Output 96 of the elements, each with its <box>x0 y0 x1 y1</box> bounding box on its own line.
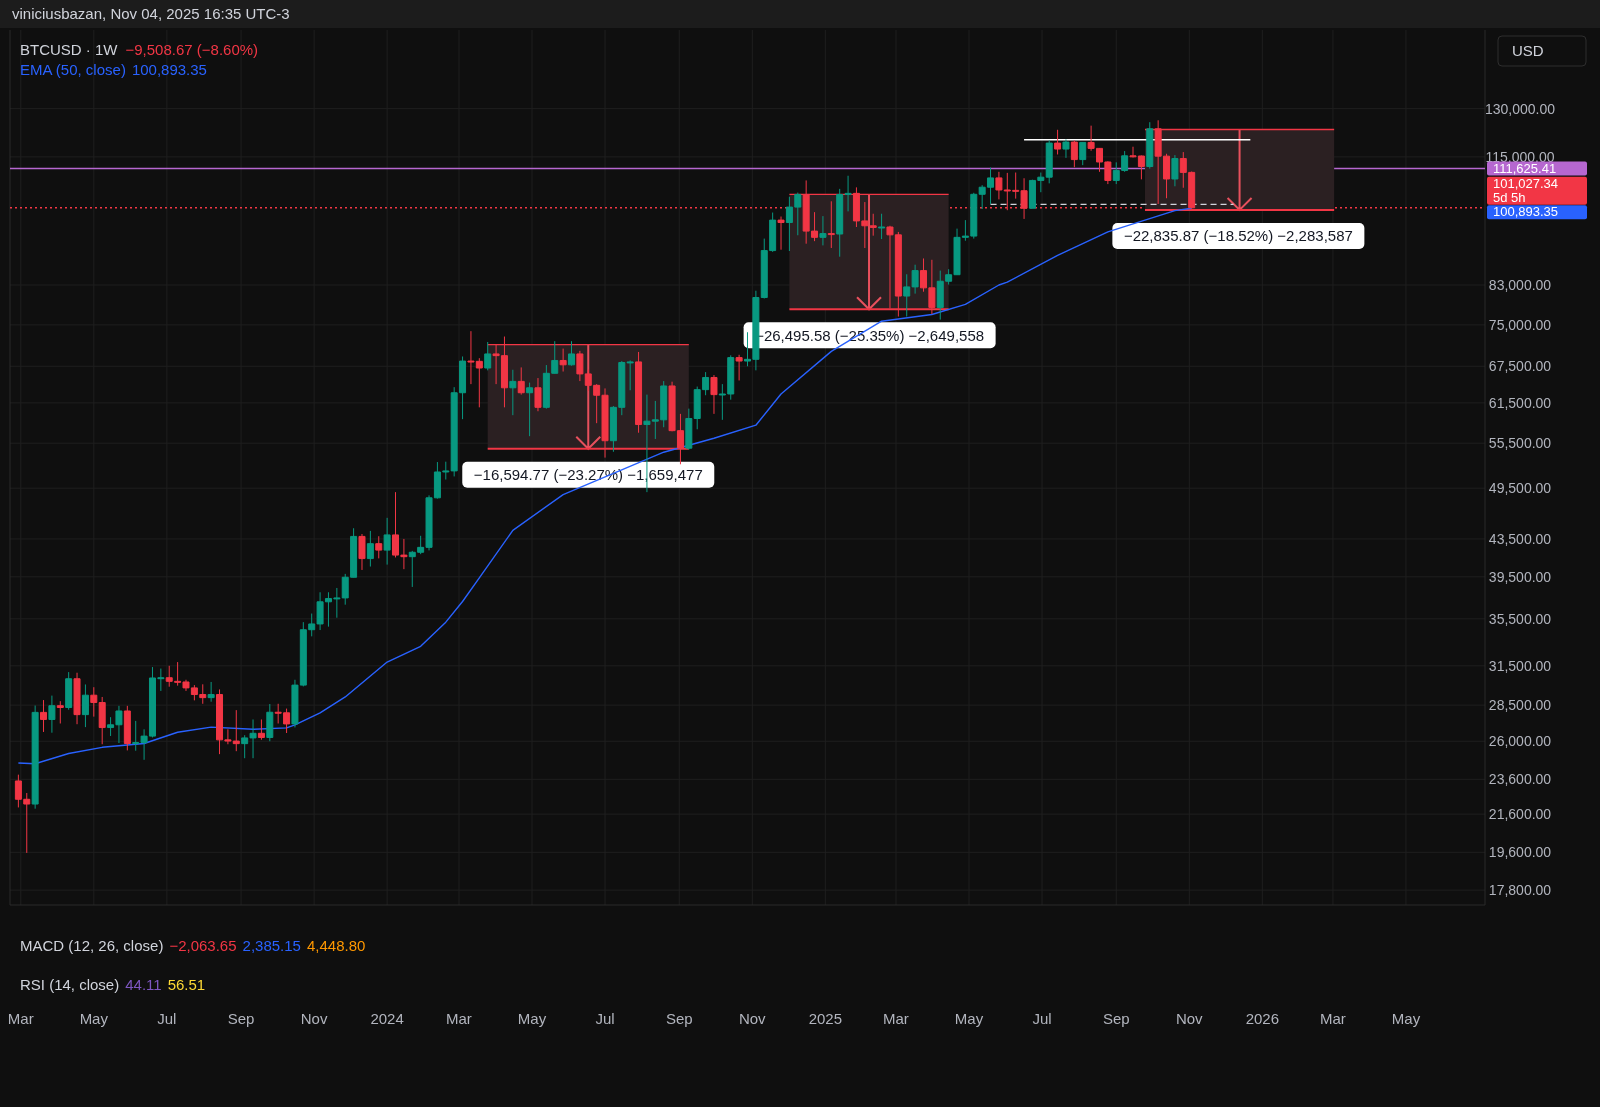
candlestick <box>484 341 492 371</box>
candlestick <box>559 348 567 373</box>
candlestick <box>40 699 48 733</box>
x-tick-label: Nov <box>738 1010 767 1027</box>
x-tick-label: Jul <box>1032 1010 1052 1027</box>
candlestick <box>358 533 366 571</box>
text: MACD (12, 26, close) <box>20 937 164 954</box>
candlestick <box>1070 139 1078 168</box>
y-tick-label: 75,000.00 <box>1488 316 1552 333</box>
candlestick <box>1171 154 1179 187</box>
y-tick-label: 39,500.00 <box>1488 568 1552 585</box>
candlestick <box>1079 141 1087 166</box>
candlestick <box>48 695 56 734</box>
x-tick-label: Sep <box>665 1010 693 1027</box>
candlestick <box>526 382 534 437</box>
candlestick <box>827 200 835 249</box>
text: −9,508.67 (−8.60%) <box>125 41 259 58</box>
y-tick-label: 43,500.00 <box>1488 530 1552 547</box>
y-axis-title: USD <box>1512 42 1544 59</box>
candlestick <box>878 213 886 240</box>
candlestick <box>509 369 517 416</box>
y-tick-label: 35,500.00 <box>1488 610 1552 627</box>
ref-line-label: 101,027.34 <box>1493 175 1559 191</box>
candlestick <box>31 705 39 810</box>
text: 56.51 <box>167 976 206 993</box>
x-tick-label: May <box>1391 1010 1421 1027</box>
y-tick-label: 28,500.00 <box>1488 697 1552 714</box>
candlestick <box>635 351 643 434</box>
candlestick <box>81 683 89 728</box>
candlestick <box>869 213 877 237</box>
candlestick <box>710 374 718 415</box>
candlestick <box>517 366 525 396</box>
candlestick <box>207 681 215 703</box>
candlestick <box>626 359 634 391</box>
x-tick-label: Jul <box>595 1010 615 1027</box>
candlestick <box>777 216 785 251</box>
y-tick-label: 26,000.00 <box>1488 733 1552 750</box>
annotation: 100,893.35 <box>131 61 207 78</box>
candlestick <box>1054 129 1062 155</box>
candlestick <box>1045 139 1053 184</box>
x-tick-label: Sep <box>227 1010 255 1027</box>
text: 100,893.35 <box>1493 204 1559 220</box>
y-tick-label: 130,000.00 <box>1484 100 1556 117</box>
candlestick <box>383 517 391 566</box>
candlestick <box>568 340 576 367</box>
text: 44.11 <box>125 976 162 993</box>
y-tick-label: 49,500.00 <box>1488 480 1552 497</box>
y-tick-label: 115,000.00 <box>1485 148 1555 165</box>
annotation: −22,835.87 (−18.52%) −2,283,587 <box>1123 227 1353 245</box>
candlestick <box>65 671 73 711</box>
text: 4,448.80 <box>306 937 366 954</box>
x-tick-label: 2024 <box>370 1010 404 1027</box>
x-tick-label: Jul <box>157 1010 177 1027</box>
y-tick-label: 31,500.00 <box>1488 657 1552 674</box>
x-tick-label: May <box>517 1010 547 1027</box>
text: RSI (14, close) <box>20 976 120 993</box>
x-tick-label: Nov <box>300 1010 328 1027</box>
candlestick <box>123 705 131 751</box>
y-tick-label: 23,600.00 <box>1488 771 1552 788</box>
candlestick <box>266 703 274 742</box>
x-tick-label: May <box>954 1010 984 1027</box>
y-tick-label: 55,500.00 <box>1488 435 1552 452</box>
x-tick-label: May <box>79 1010 109 1027</box>
y-tick-label: 17,800.00 <box>1488 882 1552 899</box>
text: 2,385.15 <box>242 937 301 954</box>
candlestick <box>819 215 827 246</box>
candlestick <box>1146 121 1154 170</box>
text: viniciusbazan, Nov 04, 2025 16:35 UTC-3 <box>12 5 290 22</box>
candlestick <box>375 535 383 559</box>
candlestick <box>257 718 265 741</box>
candlestick <box>73 672 81 725</box>
candlestick <box>366 530 374 568</box>
y-tick-label: 67,500.00 <box>1488 358 1552 375</box>
text: 5d 5h <box>1493 189 1526 205</box>
candlestick <box>56 700 64 724</box>
x-tick-label: 2026 <box>1245 1010 1279 1027</box>
y-tick-label: 21,600.00 <box>1488 806 1552 822</box>
x-tick-label: Sep <box>1102 1010 1130 1027</box>
candlestick <box>98 696 106 745</box>
text: EMA (50, close) <box>20 61 126 78</box>
y-tick-label: 61,500.00 <box>1488 394 1552 411</box>
x-tick-label: Nov <box>1175 1010 1204 1027</box>
candlestick <box>1062 138 1070 159</box>
y-tick-label: 83,000.00 <box>1488 276 1552 293</box>
candlestick <box>534 377 542 412</box>
x-tick-label: Mar <box>446 1010 472 1027</box>
x-tick-label: Mar <box>1320 1010 1346 1027</box>
x-tick-label: Mar <box>7 1010 34 1027</box>
y-tick-label: 19,600.00 <box>1488 844 1552 861</box>
candlestick <box>685 408 693 451</box>
x-tick-label: 2025 <box>808 1010 843 1027</box>
text: BTCUSD · 1W <box>20 41 119 58</box>
candlestick <box>735 354 743 381</box>
text: −2,063.65 <box>169 937 237 954</box>
x-tick-label: Mar <box>883 1010 909 1027</box>
candlestick <box>90 686 98 718</box>
